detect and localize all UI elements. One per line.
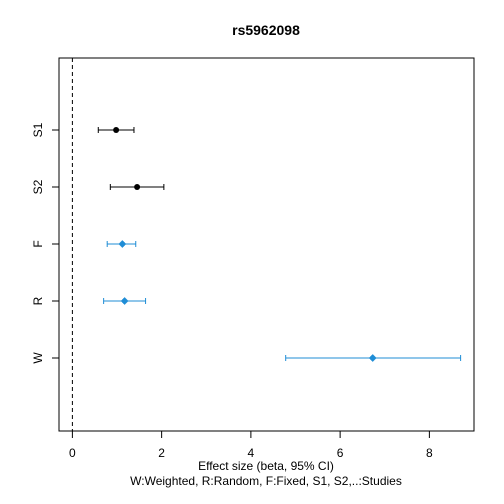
y-tick-label: F — [31, 240, 45, 247]
x-tick-label: 0 — [69, 446, 76, 460]
forest-row-s2 — [109, 184, 165, 190]
estimate-diamond — [368, 354, 377, 362]
x-tick-label: 2 — [158, 446, 165, 460]
y-tick-label: S1 — [31, 122, 45, 137]
x-tick-label: 4 — [248, 446, 255, 460]
y-tick-label: S2 — [31, 179, 45, 194]
x-tick-label: 6 — [337, 446, 344, 460]
y-axis: S1 S2 F R W — [31, 122, 60, 364]
chart-title: rs5962098 — [232, 22, 300, 38]
y-tick-label: W — [31, 352, 45, 364]
y-tick-label: R — [31, 296, 45, 305]
x-axis: 0 2 4 6 8 — [69, 430, 433, 460]
x-tick-label: 8 — [426, 446, 433, 460]
estimate-point — [134, 184, 141, 190]
chart-subtitle: W:Weighted, R:Random, F:Fixed, S1, S2,..… — [130, 474, 402, 488]
estimate-point — [113, 127, 120, 133]
estimate-diamond — [118, 240, 127, 248]
forest-row-w — [285, 354, 462, 362]
x-axis-label: Effect size (beta, 95% CI) — [198, 459, 334, 473]
forest-row-f — [106, 240, 137, 248]
plot-area: 0 2 4 6 8 S1 S2 F R W — [31, 57, 475, 460]
forest-row-r — [103, 297, 147, 305]
estimate-diamond — [120, 297, 129, 305]
forest-row-s1 — [97, 127, 135, 133]
